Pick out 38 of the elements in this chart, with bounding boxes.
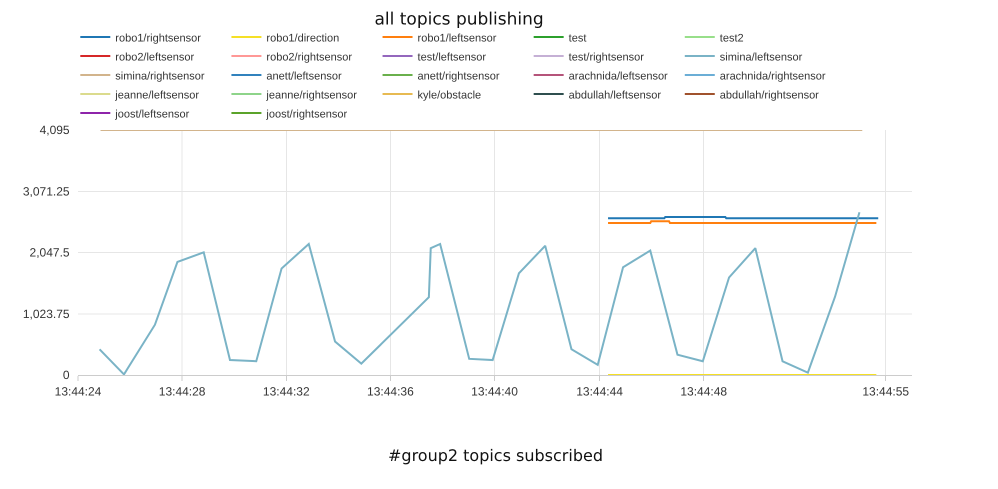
x-tick-label: 13:44:44 [576,384,624,398]
line-series [98,211,860,375]
legend-label: arachnida/rightsensor [720,70,826,82]
y-tick-label: 1,023.75 [22,306,70,321]
x-tick-label: 13:44:48 [680,384,728,398]
x-tick-label: 13:44:36 [367,384,414,398]
y-tick-label: 2,047.5 [30,246,70,260]
legend-label: jeanne/rightsensor [265,89,358,102]
legend-label: anett/leftsensor [266,70,342,82]
x-tick-label: 13:44:40 [471,384,518,398]
y-tick-label: 4,095 [40,123,70,138]
legend-label: anett/rightsensor [418,70,500,82]
x-tick-label: 13:44:24 [54,384,102,398]
legend-label: robo1/leftsensor [418,32,497,44]
legend-label: kyle/obstacle [418,89,482,102]
legend-label: abdullah/leftsensor [568,89,662,102]
legend-label: joost/rightsensor [265,108,348,120]
legend-label: robo2/leftsensor [115,51,195,64]
legend-label: joost/leftsensor [114,108,190,120]
legend-label: test2 [720,32,744,44]
legend-label: robo2/rightsensor [266,51,352,64]
legend-label: test/rightsensor [568,51,644,64]
legend-label: simina/leftsensor [720,51,803,64]
legend-label: robo1/rightsensor [115,32,202,44]
legend-label: jeanne/leftsensor [114,89,200,102]
legend-label: arachnida/leftsensor [568,70,668,82]
text: #group2 topics subscribed [388,446,603,465]
legend-label: test [568,32,586,44]
legend-label: test/leftsensor [418,51,486,64]
legend-label: abdullah/rightsensor [720,89,820,102]
legend-label: simina/rightsensor [115,70,205,82]
y-tick-label: 3,071.25 [22,184,70,198]
chart-title: all topics publishing [374,10,544,30]
legend-label: robo1/direction [266,32,340,44]
x-tick-label: 13:44:32 [262,384,310,398]
x-tick-label: 13:44:28 [158,384,206,398]
x-tick-label: 13:44:55 [862,384,910,398]
y-tick-label: 0 [62,368,70,382]
